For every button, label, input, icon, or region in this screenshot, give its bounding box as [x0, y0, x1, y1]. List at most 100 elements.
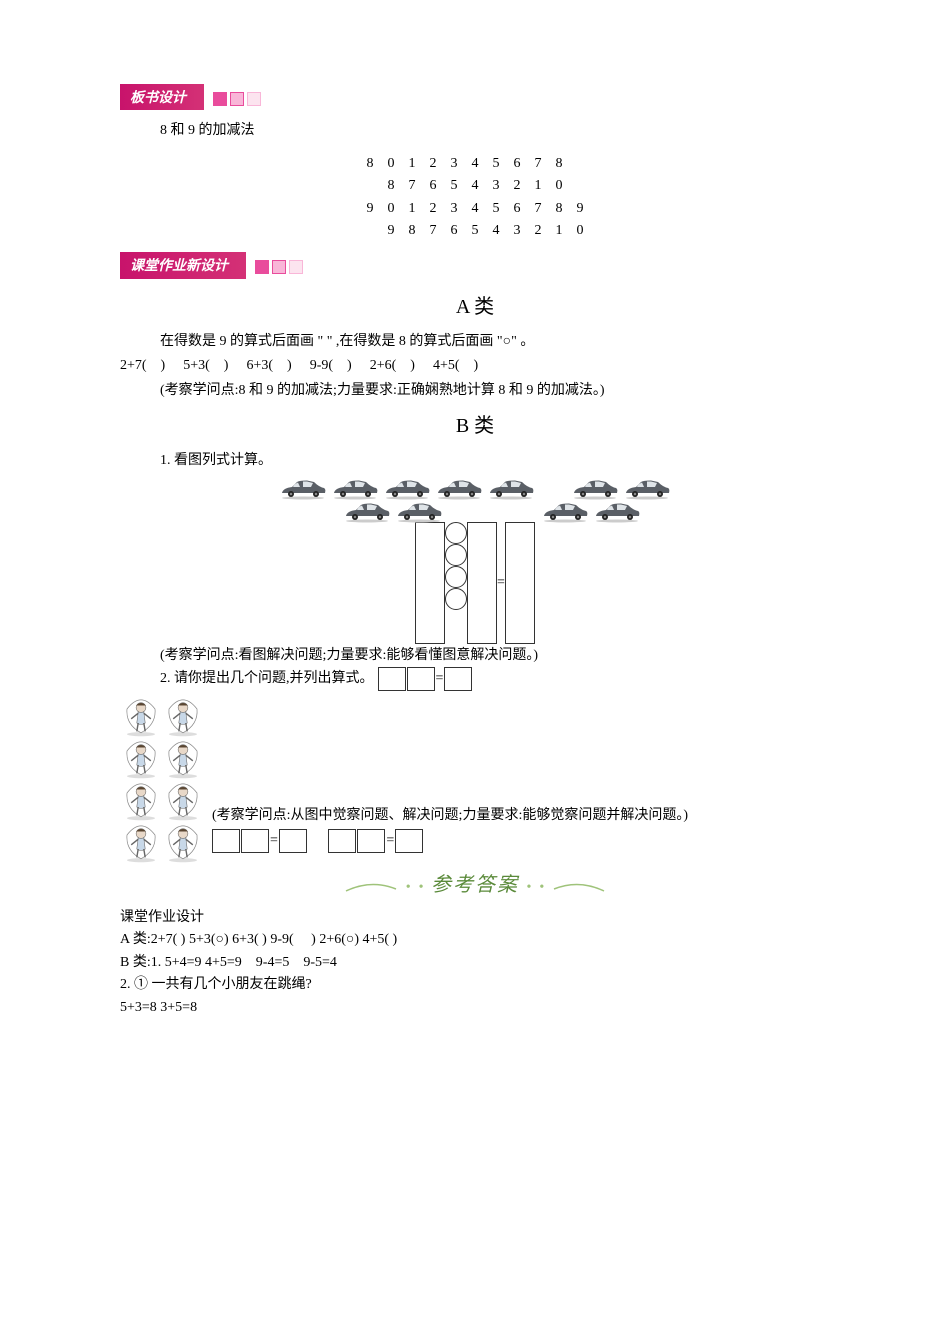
eq-box [212, 829, 240, 853]
car-icon [540, 501, 590, 523]
equals-text: = [436, 668, 444, 690]
kid-icon [162, 779, 204, 821]
square-icon [230, 92, 244, 106]
eq-box [407, 667, 435, 691]
table-cell: 7 [402, 175, 423, 197]
problem-item: 4+5( ) [433, 358, 478, 373]
table-cell: 5 [486, 153, 507, 175]
answers-b2: 2. ① 一共有几个小朋友在跳绳? [120, 974, 830, 996]
answers-header: 参考答案 [120, 869, 830, 901]
table-cell: 1 [549, 220, 570, 242]
table-cell: 6 [423, 175, 444, 197]
table-cell: 9 [360, 198, 381, 220]
table-cell [360, 175, 381, 197]
eq-box [357, 829, 385, 853]
table-cell [570, 175, 591, 197]
eq-inline: = [212, 829, 307, 853]
answer-dots [523, 880, 549, 895]
eq-box [395, 829, 423, 853]
question-1-note: (考察学问点:看图解决问题;力量要求:能够看懂图意解决问题。) [160, 645, 830, 667]
eq-inline: = [328, 829, 423, 853]
number-table: 8012345678876543210901234567899876543210 [360, 153, 591, 243]
eq-box [415, 522, 445, 644]
equals-text: = [386, 830, 394, 852]
problem-item: 6+3( ) [246, 358, 291, 373]
eq-box [467, 522, 497, 644]
square-icon [213, 92, 227, 106]
table-cell: 2 [423, 153, 444, 175]
table-cell: 6 [444, 220, 465, 242]
answers-b1: B 类:1. 5+4=9 4+5=9 9-4=5 9-5=4 [120, 952, 830, 974]
table-cell: 0 [381, 153, 402, 175]
table-cell: 8 [360, 153, 381, 175]
table-cell: 1 [402, 198, 423, 220]
car-icon [278, 478, 328, 500]
table-cell: 8 [549, 153, 570, 175]
section-a-problems: 2+7( )5+3( )6+3( )9-9( )2+6( )4+5( ) [120, 355, 830, 377]
car-icon [394, 501, 444, 523]
table-cell: 3 [444, 198, 465, 220]
equals-text: = [497, 572, 505, 594]
table-cell: 5 [486, 198, 507, 220]
eq-inline: = [378, 667, 473, 691]
square-icon [272, 260, 286, 274]
section-a-heading: A 类 [120, 291, 830, 323]
kid-icon [120, 695, 162, 737]
kid-icon [162, 695, 204, 737]
table-cell: 4 [465, 175, 486, 197]
subtitle: 8 和 9 的加减法 [160, 120, 830, 142]
answers-b2-text: 2. ① 一共有几个小朋友在跳绳? [120, 977, 312, 992]
table-cell: 7 [528, 198, 549, 220]
table-cell: 2 [507, 175, 528, 197]
table-cell: 3 [444, 153, 465, 175]
table-cell: 5 [465, 220, 486, 242]
car-icon [434, 478, 484, 500]
section-a-note: (考察学问点:8 和 9 的加减法;力量要求:正确娴熟地计算 8 和 9 的加减… [160, 380, 830, 402]
eq-box [378, 667, 406, 691]
table-cell: 8 [402, 220, 423, 242]
table-cell [570, 153, 591, 175]
answers-subtitle: 课堂作业设计 [120, 907, 830, 929]
swoosh-right-icon [552, 881, 606, 895]
header-squares [210, 92, 261, 106]
table-cell: 2 [423, 198, 444, 220]
header-squares [252, 260, 303, 274]
table-cell: 4 [465, 153, 486, 175]
homework-design-label: 课堂作业新设计 [120, 252, 246, 278]
kid-icon [162, 821, 204, 863]
car-illustration [120, 478, 830, 523]
square-icon [289, 260, 303, 274]
table-cell: 4 [465, 198, 486, 220]
table-cell: 4 [486, 220, 507, 242]
car-icon [382, 478, 432, 500]
table-cell: 8 [381, 175, 402, 197]
table-cell: 3 [486, 175, 507, 197]
table-cell: 0 [549, 175, 570, 197]
table-cell: 5 [444, 175, 465, 197]
op-circle [445, 566, 467, 588]
table-cell: 0 [570, 220, 591, 242]
car-icon [592, 501, 642, 523]
table-cell: 1 [402, 153, 423, 175]
table-cell [360, 220, 381, 242]
answers-heading: 参考答案 [431, 874, 519, 896]
swoosh-left-icon [344, 881, 398, 895]
car-icon [486, 478, 536, 500]
table-cell: 0 [381, 198, 402, 220]
homework-design-header: 课堂作业新设计 [120, 252, 303, 278]
board-design-header: 板书设计 [120, 84, 261, 110]
op-circle [445, 588, 467, 610]
equals-text: = [270, 830, 278, 852]
car-icon [330, 478, 380, 500]
table-cell: 7 [528, 153, 549, 175]
op-circle [445, 522, 467, 544]
table-cell: 9 [570, 198, 591, 220]
answers-block: 课堂作业设计 A 类:2+7( ) 5+3(○) 6+3( ) 9-9( ) 2… [120, 907, 830, 1019]
kids-illustration: (考察学问点:从图中觉察问题、解决问题;力量要求:能够觉察问题并解决问题。) =… [120, 695, 830, 863]
answers-a-line: A 类:2+7( ) 5+3(○) 6+3( ) 9-9( ) 2+6(○) 4… [120, 929, 830, 951]
table-cell: 7 [423, 220, 444, 242]
section-b-heading: B 类 [120, 410, 830, 442]
eq-box [328, 829, 356, 853]
table-cell: 1 [528, 175, 549, 197]
question-2: 2. 请你提出几个问题,并列出算式。 = [160, 667, 830, 691]
